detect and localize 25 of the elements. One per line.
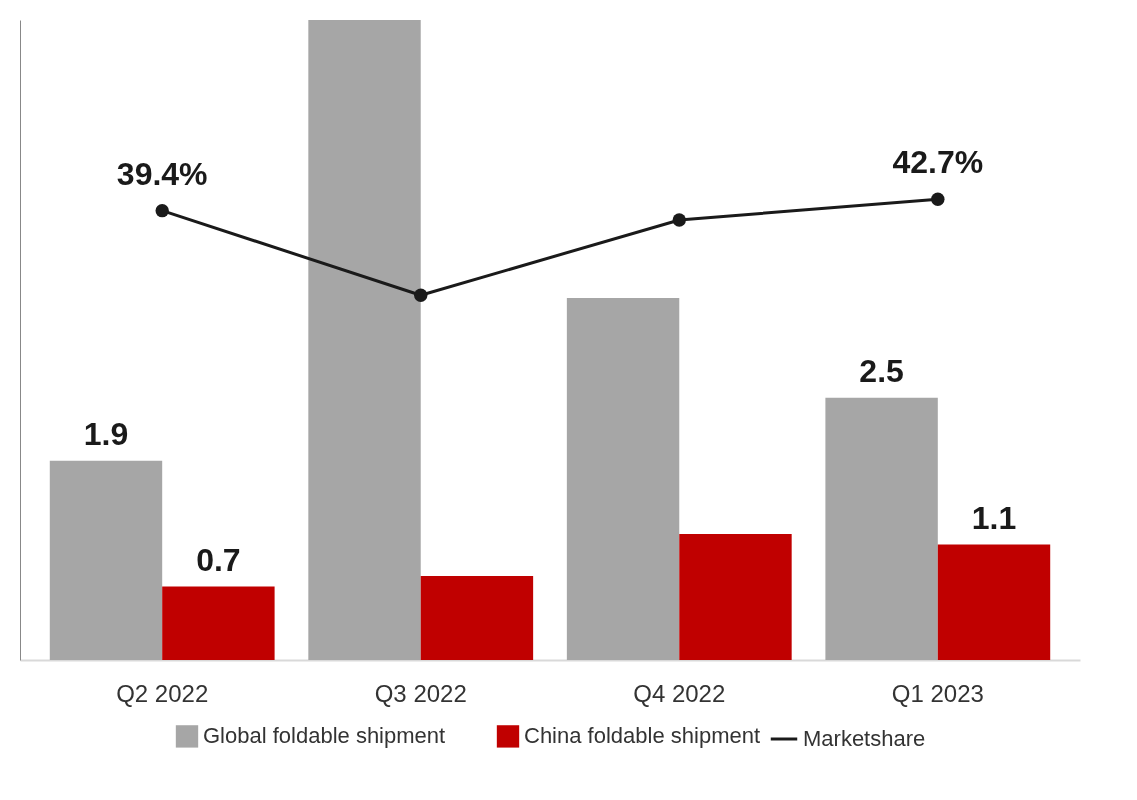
data-label: 2.5 bbox=[859, 352, 904, 389]
bar bbox=[679, 534, 792, 660]
bar bbox=[420, 576, 534, 660]
bar bbox=[308, 20, 421, 660]
data-label: 0.7 bbox=[196, 541, 241, 578]
x-tick-label: Q3 2022 bbox=[374, 679, 467, 707]
bar bbox=[825, 397, 938, 660]
x-tick-label: Q4 2022 bbox=[633, 679, 726, 707]
data-label: 39.4% bbox=[116, 155, 208, 192]
bar bbox=[49, 460, 163, 660]
bar bbox=[937, 544, 1051, 660]
bar bbox=[162, 586, 275, 660]
point bbox=[931, 192, 945, 206]
bar bbox=[566, 298, 680, 660]
point bbox=[672, 213, 686, 227]
point bbox=[414, 288, 428, 302]
legend-label: China foldable shipment bbox=[524, 723, 761, 749]
legend-label: Global foldable shipment bbox=[203, 723, 446, 749]
legend-label: Marketshare bbox=[803, 726, 926, 751]
x-tick-label: Q1 2023 bbox=[891, 679, 984, 707]
data-label: 1.1 bbox=[971, 499, 1017, 536]
point bbox=[155, 203, 169, 218]
data-label: 1.9 bbox=[83, 415, 129, 452]
data-label: 42.7% bbox=[892, 144, 984, 181]
x-tick-label: Q2 2022 bbox=[116, 679, 209, 707]
